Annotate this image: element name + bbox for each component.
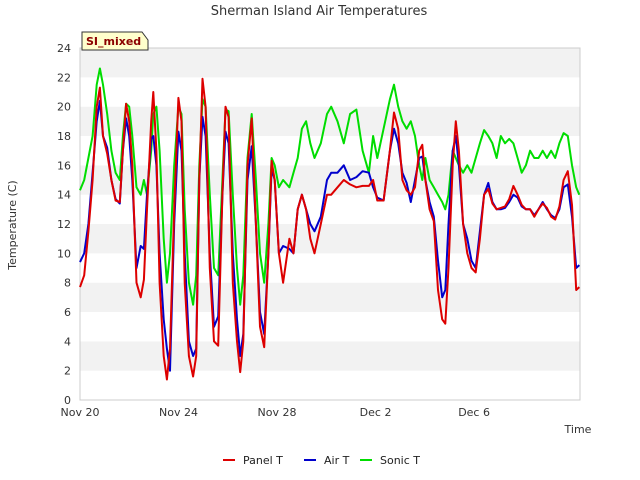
y-tick-label: 12 (57, 218, 71, 231)
grid-bands (80, 48, 580, 400)
grid-band (80, 282, 580, 312)
site-badge: SI_mixed (81, 31, 149, 51)
y-tick-label: 10 (57, 247, 71, 260)
site-badge-label: SI_mixed (86, 35, 141, 48)
y-tick-label: 22 (57, 71, 71, 84)
series-layer (79, 67, 581, 381)
y-tick-label: 20 (57, 101, 71, 114)
grid-band (80, 370, 580, 400)
x-tick-label: Dec 2 (360, 406, 392, 419)
x-tick-label: Nov 20 (61, 406, 100, 419)
y-tick-label: 24 (57, 42, 71, 55)
y-tick-label: 16 (57, 159, 71, 172)
legend-label: Air T (324, 454, 350, 467)
x-ticks: Nov 20 Nov 24 Nov 28 Dec 2 Dec 6 (61, 406, 490, 419)
legend-label: Sonic T (380, 454, 420, 467)
grid-band (80, 48, 580, 78)
grid-band (80, 341, 580, 371)
grid-band (80, 253, 580, 283)
legend: Panel T Air T Sonic T (223, 454, 420, 467)
plot-area (79, 47, 581, 401)
grid-band (80, 136, 580, 166)
chart-title: Sherman Island Air Temperatures (211, 4, 428, 19)
y-axis-label: Temperature (C) (6, 180, 19, 270)
y-tick-label: 14 (57, 189, 71, 202)
y-tick-label: 18 (57, 130, 71, 143)
y-tick-label: 0 (64, 394, 71, 407)
grid-band (80, 194, 580, 224)
x-tick-label: Nov 24 (159, 406, 198, 419)
grid-band (80, 224, 580, 254)
y-tick-label: 4 (64, 335, 71, 348)
x-tick-label: Dec 6 (458, 406, 490, 419)
x-tick-label: Nov 28 (258, 406, 297, 419)
y-tick-label: 6 (64, 306, 71, 319)
series-line-panel-t (79, 77, 580, 381)
x-axis-label: Time (564, 423, 592, 436)
grid-band (80, 165, 580, 195)
legend-label: Panel T (243, 454, 283, 467)
grid-band (80, 106, 580, 136)
grid-band (80, 77, 580, 107)
y-tick-label: 2 (64, 365, 71, 378)
y-tick-label: 8 (64, 277, 71, 290)
grid-band (80, 312, 580, 342)
